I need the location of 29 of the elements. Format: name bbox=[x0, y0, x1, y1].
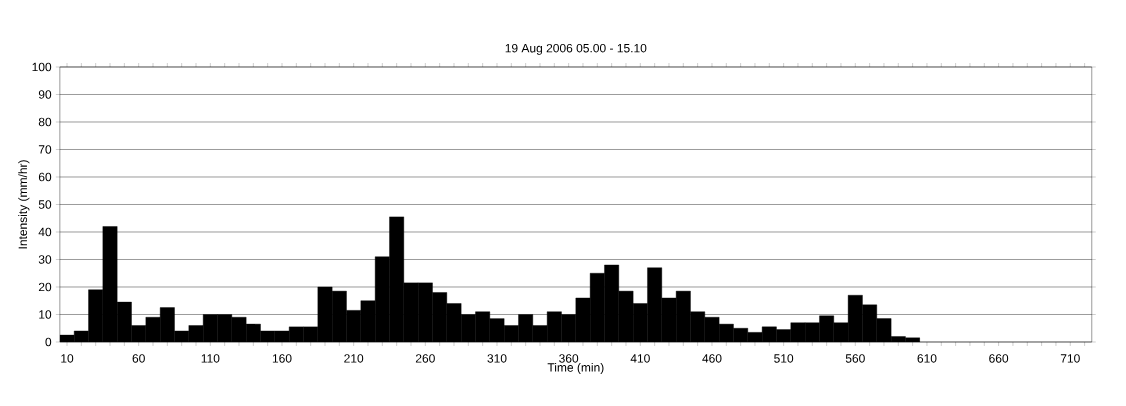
x-tick-label: 210 bbox=[344, 354, 364, 363]
y-tick-label: 40 bbox=[38, 227, 52, 237]
x-tick-label: 260 bbox=[415, 354, 435, 363]
y-tick-label: 0 bbox=[45, 337, 52, 347]
chart-title: 19 Aug 2006 05.00 - 15.10 bbox=[505, 43, 647, 55]
x-tick-label: 360 bbox=[559, 354, 579, 363]
x-axis-title: Time (min) bbox=[547, 362, 604, 375]
x-tick-label: 60 bbox=[132, 354, 145, 363]
y-tick-label: 80 bbox=[38, 117, 52, 127]
x-tick-label: 710 bbox=[1060, 354, 1080, 363]
y-tick-label: 90 bbox=[38, 90, 52, 99]
x-tick-label: 610 bbox=[917, 354, 937, 363]
y-tick-label: 100 bbox=[32, 62, 52, 72]
y-tick-label: 10 bbox=[39, 310, 52, 319]
y-tick-label: 70 bbox=[38, 145, 52, 154]
y-tick-label: 20 bbox=[38, 282, 52, 292]
y-tick-label: 50 bbox=[38, 200, 52, 209]
y-tick-label: 60 bbox=[38, 172, 52, 182]
x-tick-label: 110 bbox=[201, 354, 220, 363]
y-axis-title: Intensity (mm/hr) bbox=[18, 160, 30, 249]
x-tick-label: 560 bbox=[845, 354, 865, 363]
x-tick-label: 410 bbox=[630, 354, 650, 363]
x-tick-label: 160 bbox=[272, 354, 292, 363]
x-tick-label: 510 bbox=[774, 354, 794, 363]
x-tick-label: 460 bbox=[702, 354, 722, 363]
x-tick-label: 310 bbox=[487, 354, 507, 363]
x-tick-label: 10 bbox=[61, 354, 74, 363]
x-tick-label: 660 bbox=[989, 354, 1009, 363]
y-tick-label: 30 bbox=[38, 255, 52, 264]
